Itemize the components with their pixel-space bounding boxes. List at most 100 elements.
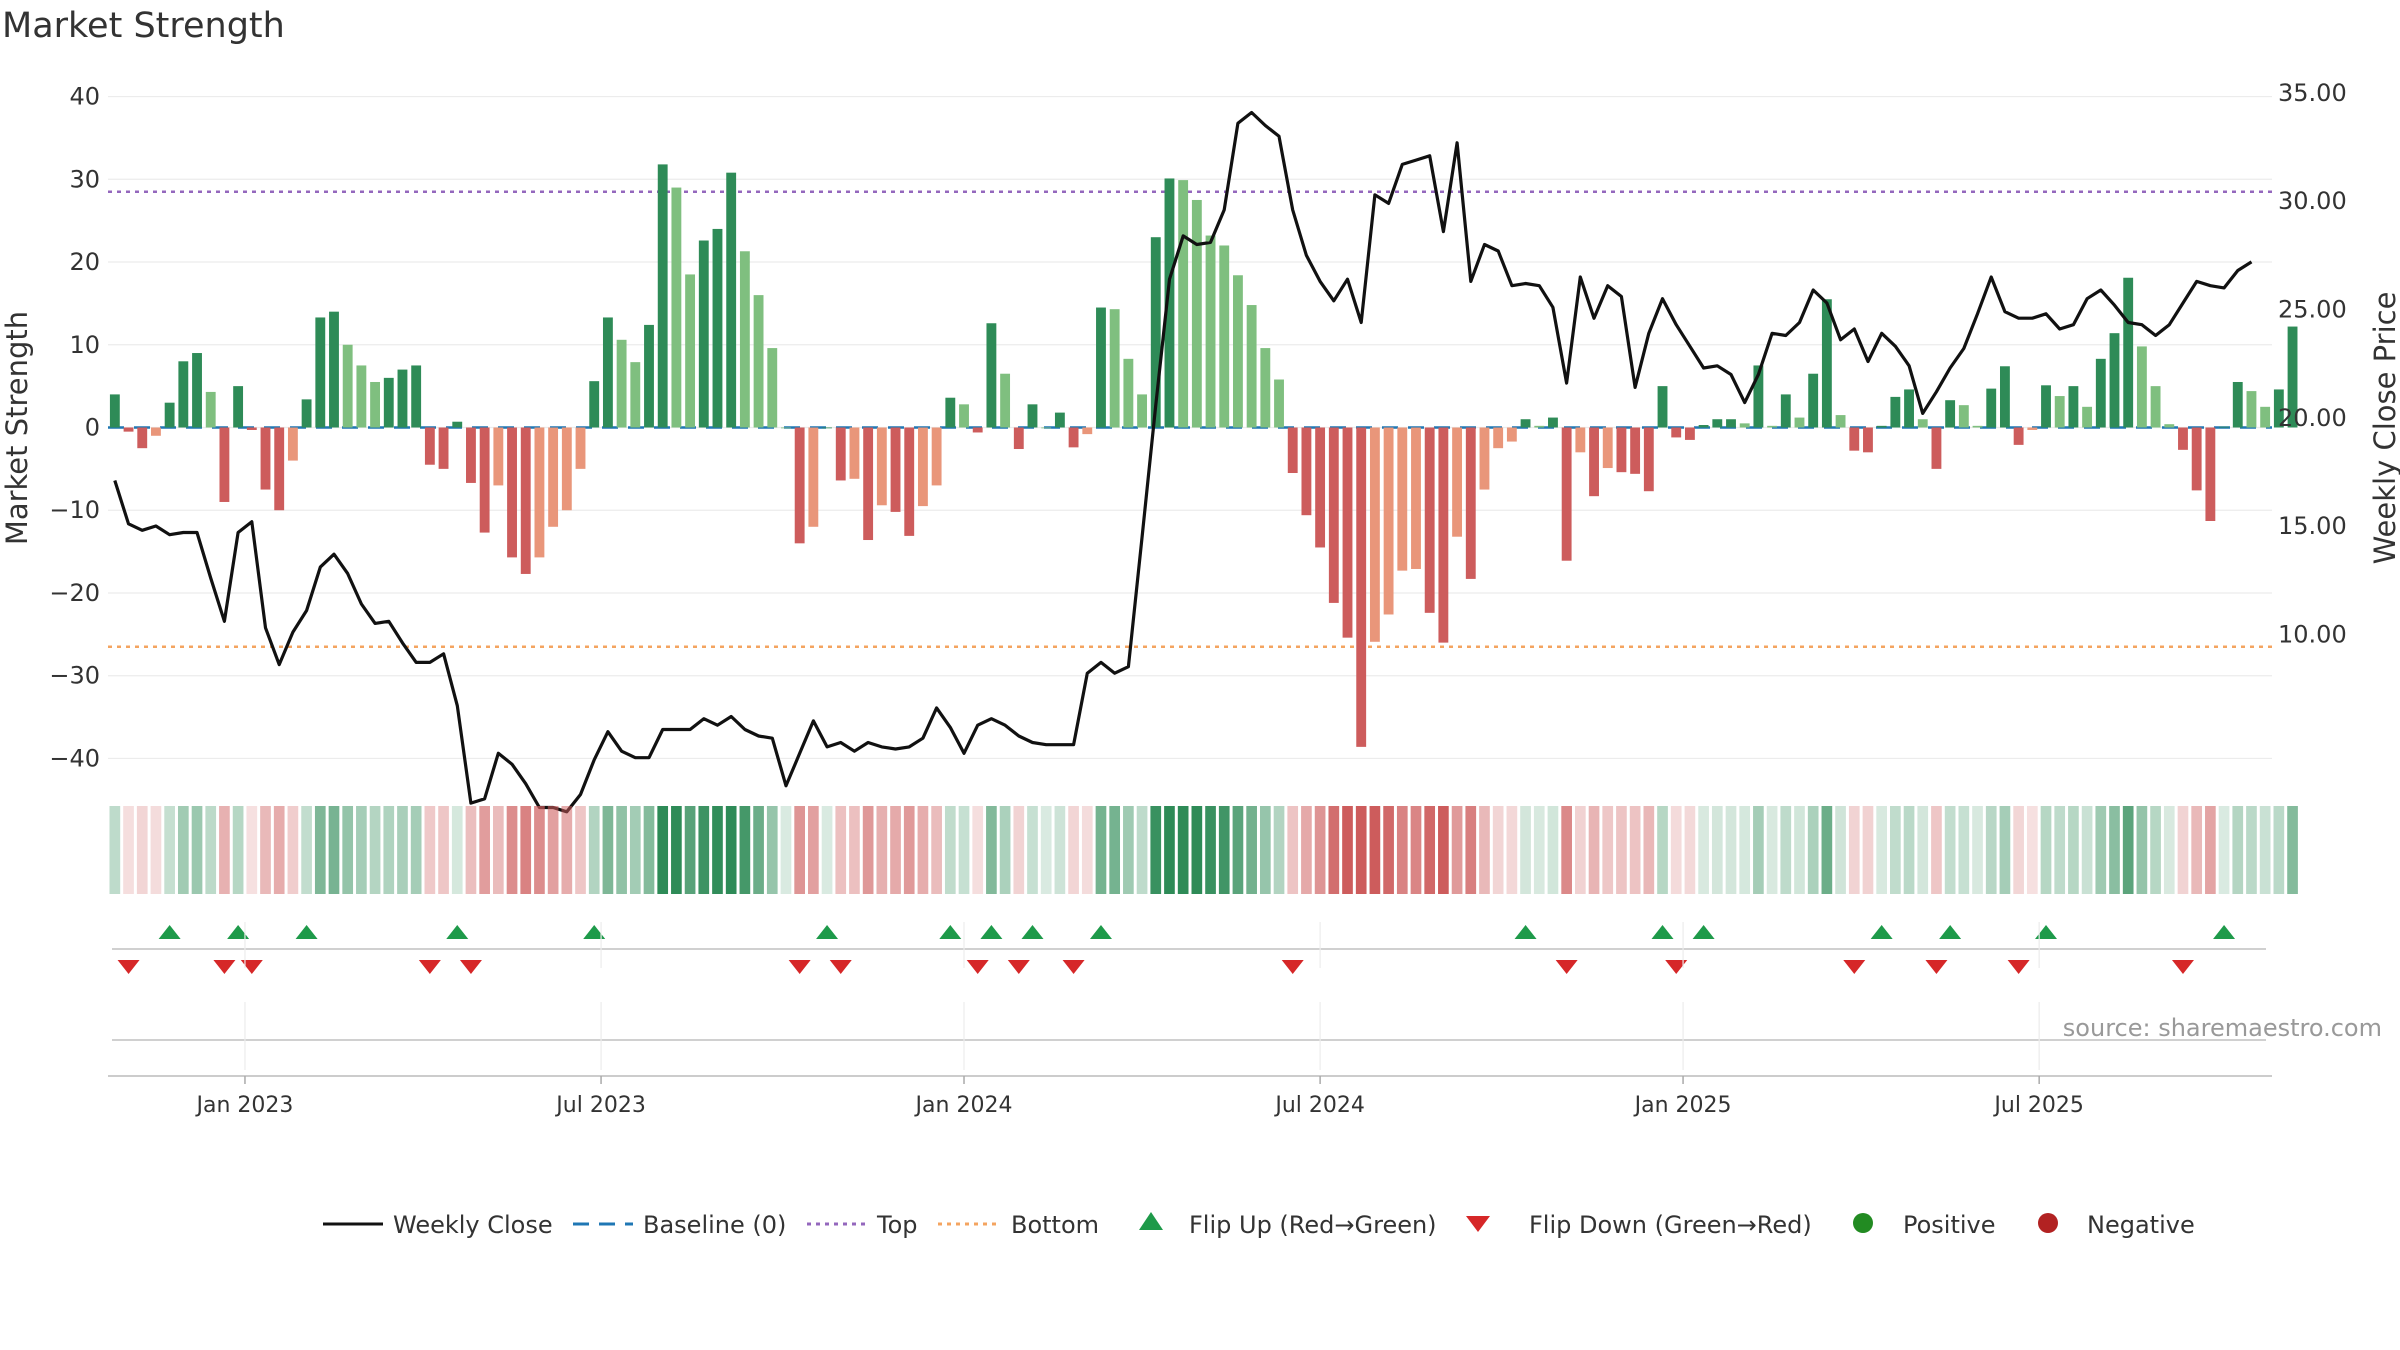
legend-item-top: Top — [807, 1211, 918, 1239]
strength-bar — [1972, 425, 1983, 428]
strength-bar — [1739, 423, 1750, 428]
strip-cell — [2205, 806, 2216, 894]
strip-cell — [2040, 806, 2052, 894]
strength-bar — [1876, 425, 1887, 428]
strip-cell — [1766, 806, 1778, 894]
strip-cell — [671, 806, 682, 894]
strip-cell — [684, 806, 696, 894]
strength-bar — [1684, 427, 1695, 440]
strength-bar — [794, 427, 805, 544]
strip-cell — [410, 806, 422, 894]
strength-bar — [589, 381, 600, 428]
flip-down-marker — [1555, 960, 1578, 974]
strip-cell — [1753, 806, 1764, 894]
strength-bar — [1835, 415, 1846, 428]
strip-cell — [465, 806, 477, 894]
strip-cell — [1917, 806, 1929, 894]
strength-bar — [1246, 305, 1257, 428]
strength-bar — [1575, 427, 1586, 453]
strength-bar — [1274, 379, 1284, 428]
strength-bar — [849, 427, 860, 479]
strength-bar — [1191, 199, 1202, 428]
strip-cell — [766, 806, 778, 894]
flip-down-marker — [788, 960, 811, 974]
strip-cell — [1383, 806, 1394, 894]
strip-cell — [2013, 806, 2024, 894]
strip-cell — [1547, 806, 1559, 894]
strip-cell — [123, 806, 134, 894]
strength-bar — [137, 427, 148, 449]
y-tick-label: 40 — [69, 83, 100, 111]
strip-cell — [273, 806, 285, 894]
strength-bar — [2287, 326, 2298, 428]
strength-bar — [1671, 427, 1682, 438]
strip-cell — [1944, 806, 1956, 894]
strength-bar — [233, 386, 244, 428]
legend-item-baseline: Baseline (0) — [573, 1211, 786, 1239]
strength-bar — [411, 365, 422, 428]
strength-bar — [1602, 427, 1613, 469]
strip-cell — [1972, 806, 1983, 894]
grid-lines — [108, 95, 2272, 760]
flip-down-marker — [2171, 960, 2194, 974]
strip-cell — [1492, 806, 1504, 894]
strip-cell — [356, 806, 367, 894]
y-tick-label: −40 — [49, 744, 100, 772]
strength-bar — [1109, 309, 1120, 428]
strength-heat-strip — [109, 806, 2298, 894]
strength-bar — [904, 427, 915, 536]
x-tick-label: Jul 2025 — [1992, 1093, 2084, 1118]
strip-cell — [1739, 806, 1751, 894]
strength-bar — [1999, 366, 2010, 428]
strip-cell — [191, 806, 203, 894]
strip-cell — [561, 806, 573, 894]
y-tick-label: −20 — [49, 579, 100, 607]
strip-cell — [1451, 806, 1463, 894]
strip-cell — [1040, 806, 1052, 894]
strip-cell — [1629, 806, 1641, 894]
strip-cell — [2218, 806, 2230, 894]
strength-bar — [205, 391, 216, 428]
strip-cell — [397, 806, 408, 894]
strip-cell — [1164, 806, 1175, 894]
strength-bar — [315, 317, 326, 428]
strip-cell — [1588, 806, 1600, 894]
legend-label: Flip Up (Red→Green) — [1189, 1211, 1437, 1239]
strip-cell — [2287, 806, 2298, 894]
strip-cell — [1602, 806, 1614, 894]
strip-cell — [958, 806, 970, 894]
strip-cell — [1506, 806, 1518, 894]
flip-down-marker — [459, 960, 482, 974]
strip-cell — [260, 806, 271, 894]
strip-cell — [917, 806, 929, 894]
strength-bar — [2109, 333, 2120, 428]
strength-bar — [1821, 299, 1832, 428]
strength-bar — [1726, 419, 1736, 428]
strip-cell — [1643, 806, 1655, 894]
x-axis: Jan 2023 Jul 2023 Jan 2024 Jul 2024 Jan 2025… — [108, 922, 2272, 1118]
strip-cell — [1670, 806, 1682, 894]
strength-bar — [1890, 396, 1901, 428]
flip-up-marker — [1089, 925, 1112, 939]
strip-cell — [1013, 806, 1025, 894]
strip-cell — [1301, 806, 1312, 894]
strength-bar — [2260, 406, 2271, 428]
strip-cell — [534, 806, 545, 894]
legend-item-weekly-close: Weekly Close — [323, 1211, 553, 1239]
strength-bar — [493, 427, 504, 486]
circle-icon — [2038, 1213, 2058, 1233]
strip-cell — [1191, 806, 1203, 894]
strength-bar — [479, 427, 490, 533]
strength-bar — [383, 377, 394, 428]
strength-bar — [2027, 427, 2038, 430]
strength-bar — [1753, 365, 1764, 428]
flip-down-marker — [829, 960, 852, 974]
strip-cell — [328, 806, 340, 894]
strength-bar — [876, 427, 887, 506]
legend-label: Top — [876, 1211, 918, 1239]
flip-markers-panel — [112, 925, 2266, 974]
strip-cell — [205, 806, 217, 894]
strength-bar — [1287, 427, 1298, 474]
strength-bar — [2095, 358, 2106, 428]
flip-down-marker — [1665, 960, 1688, 974]
